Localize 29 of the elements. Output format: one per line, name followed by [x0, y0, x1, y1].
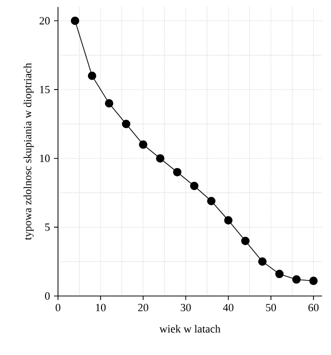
point	[292, 275, 301, 284]
y-tick-label: 10	[40, 154, 50, 162]
y-tick-label: 15	[40, 86, 50, 94]
y-tick-label: 5	[45, 224, 50, 231]
x-tick-label: 50	[266, 304, 276, 312]
point	[224, 216, 233, 224]
point	[309, 276, 318, 286]
x-tick-label: 30	[180, 304, 191, 312]
point	[173, 168, 182, 176]
y-axis-title: typowa zdolnosc skupiania w dioptriach	[24, 63, 34, 240]
point	[104, 99, 114, 108]
point	[70, 16, 80, 25]
x-tick-label: 60	[308, 304, 319, 312]
point	[241, 236, 250, 246]
x-tick-label: 0	[56, 304, 60, 312]
point	[88, 72, 96, 80]
x-tick-label: 20	[138, 304, 148, 312]
point	[275, 270, 284, 278]
point	[190, 182, 198, 190]
point	[258, 257, 267, 266]
x-tick-label: 40	[223, 304, 234, 312]
point	[138, 140, 148, 149]
point	[122, 120, 130, 128]
x-tick-label: 10	[96, 304, 106, 312]
point	[156, 154, 164, 163]
y-tick-label: 20	[40, 17, 50, 24]
y-tick-label: 0	[45, 292, 50, 300]
x-axis-title: wiek w latach	[159, 324, 220, 333]
point	[207, 196, 216, 206]
